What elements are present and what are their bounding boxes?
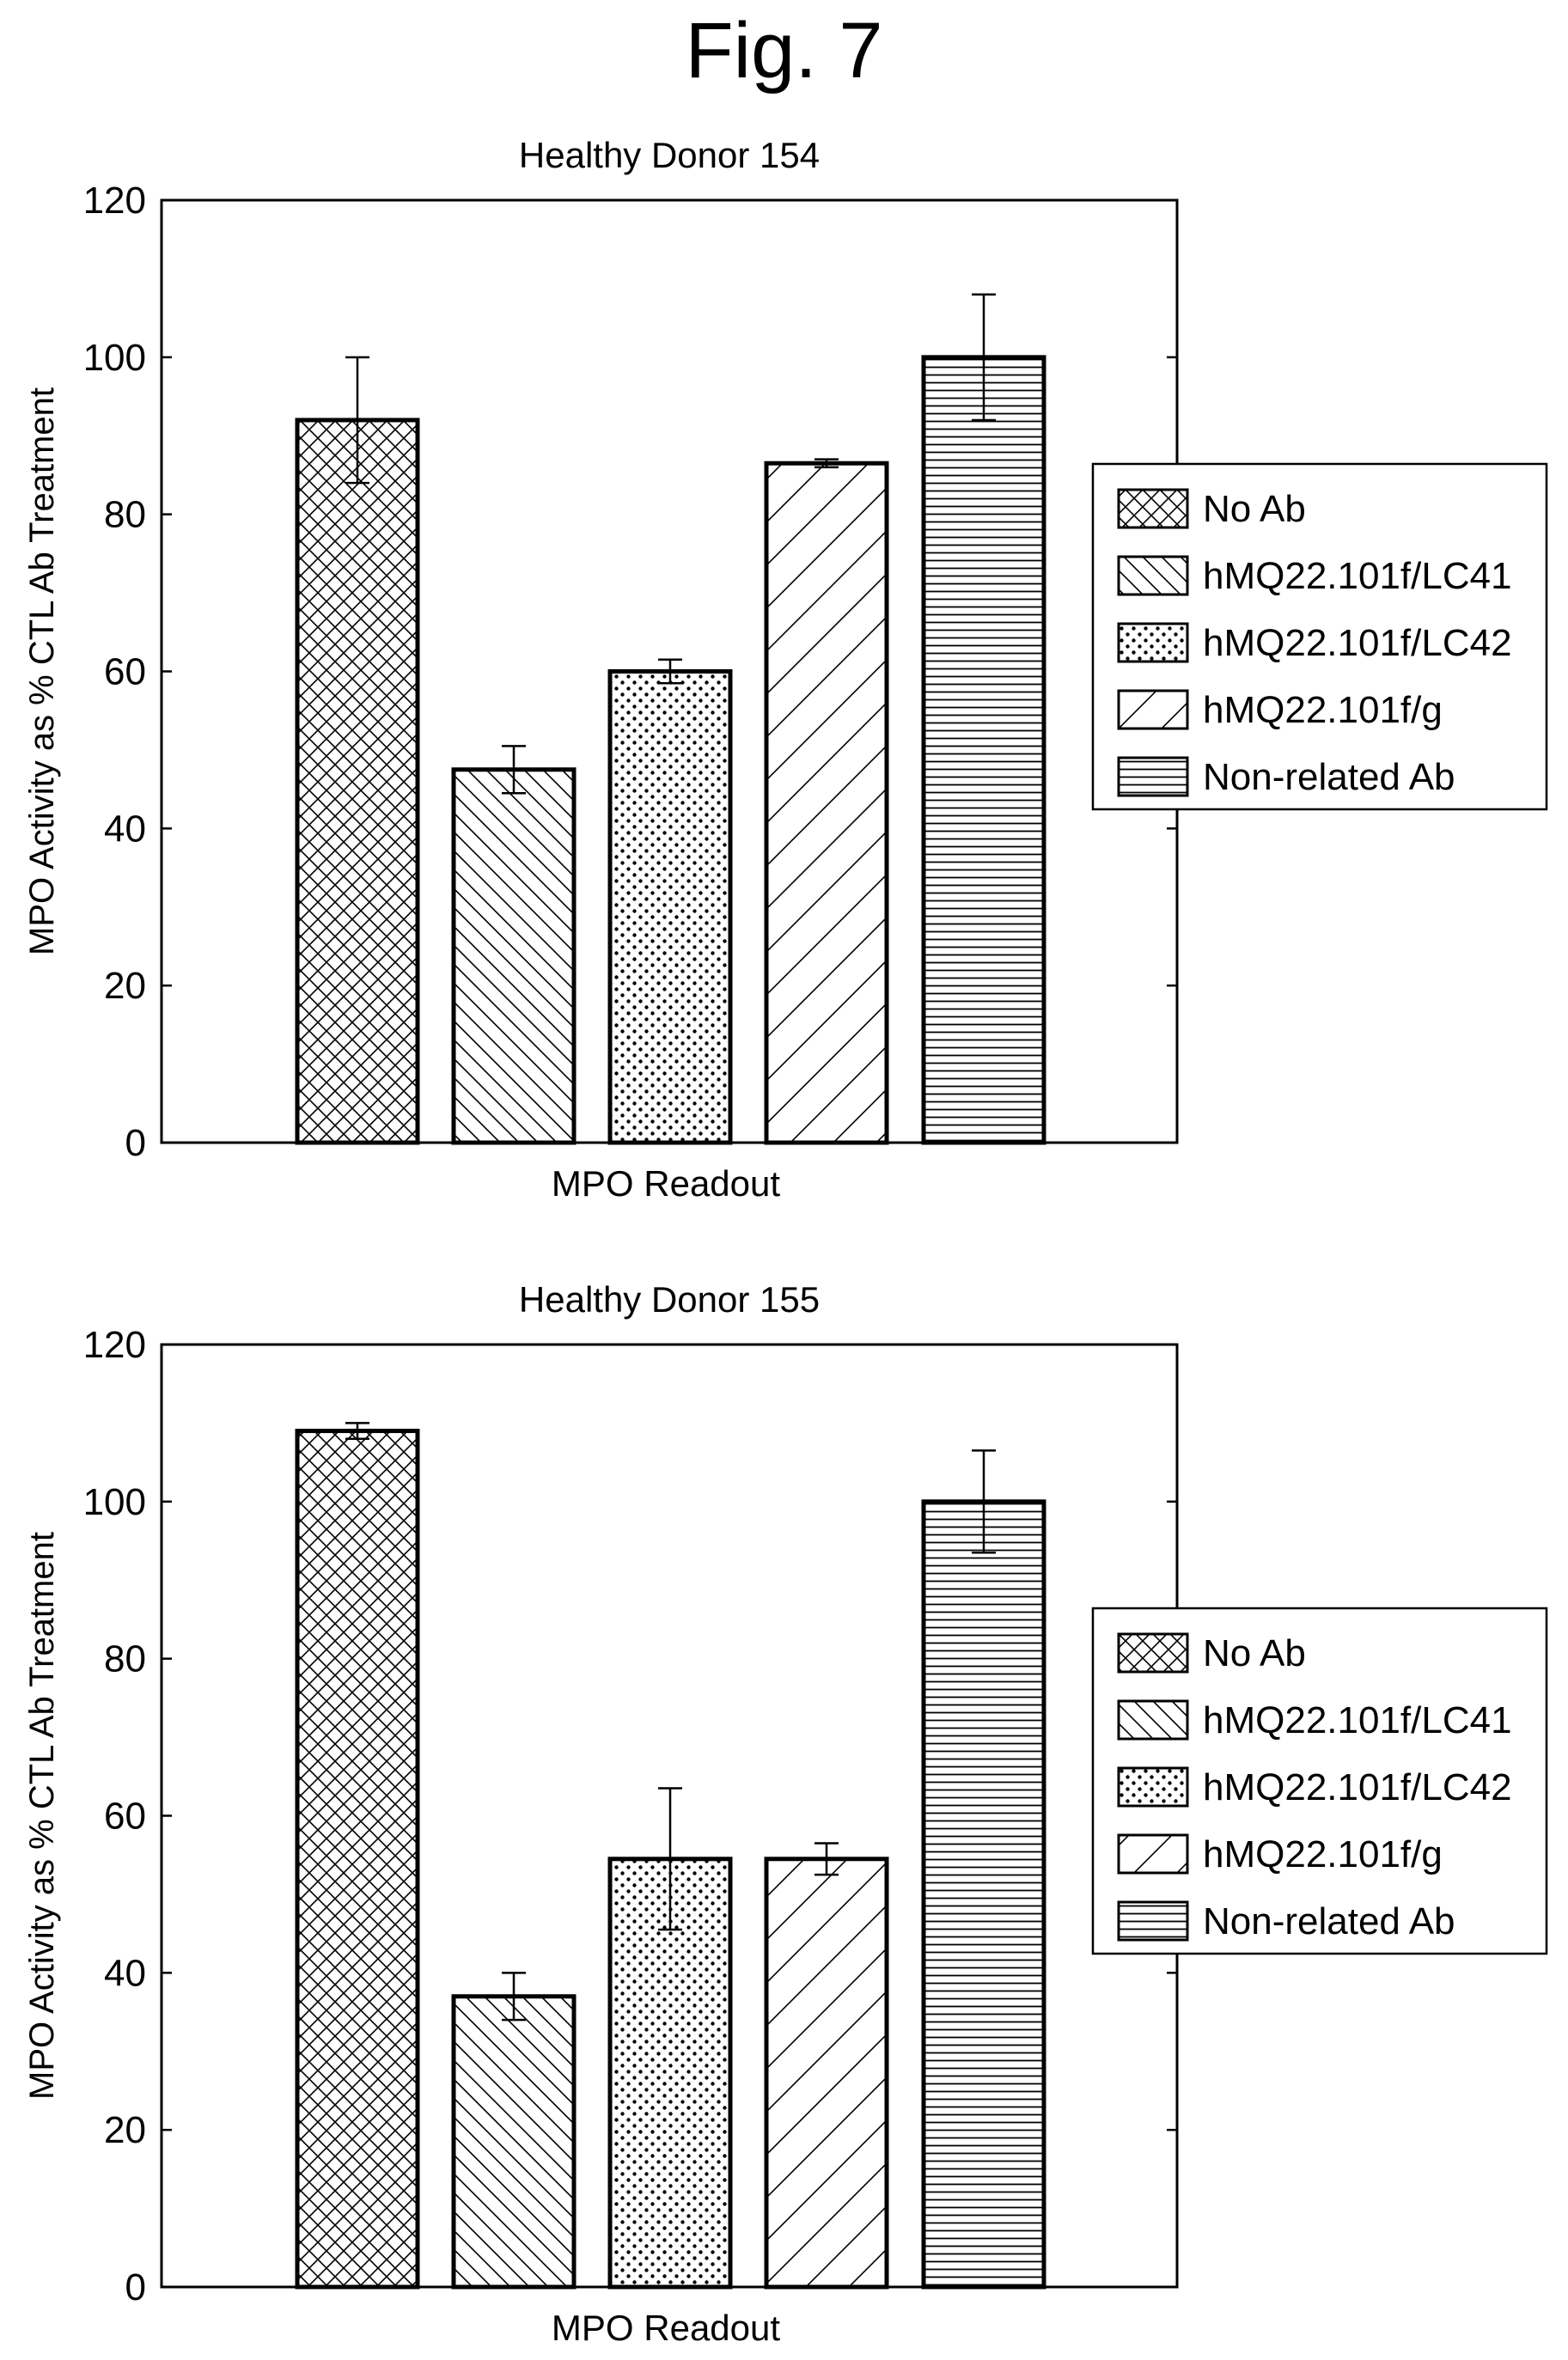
y-tick-label: 20 (104, 965, 146, 1007)
bar-hmq22-101f-lc41 (451, 767, 577, 1145)
legend-swatch-hmq22-101f-lc41 (1117, 555, 1189, 596)
y-tick-label: 0 (125, 2266, 146, 2308)
y-tick-label: 100 (83, 1481, 146, 1523)
y-axis-label: MPO Activity as % CTL Ab Treatment (23, 387, 61, 955)
y-tick-label: 0 (125, 1122, 146, 1164)
legend: No Ab hMQ22.101f/LC41 hMQ22.101f/LC42 hMQ22… (1091, 462, 1548, 811)
bar-non-related-ab (921, 1499, 1046, 2290)
y-axis-label: MPO Activity as % CTL Ab Treatment (23, 1532, 61, 2100)
chart-title: Healthy Donor 154 (519, 135, 820, 175)
legend-label-hmq22-101f-lc42: hMQ22.101f/LC42 (1203, 1766, 1512, 1808)
bar-non-related-ab (921, 355, 1046, 1145)
bar-no-ab (295, 418, 420, 1145)
bar-hmq22-101f-lc42 (607, 669, 733, 1145)
legend: No Ab hMQ22.101f/LC41 hMQ22.101f/LC42 hMQ22… (1091, 1607, 1548, 1955)
legend-label-hmq22-101f-g: hMQ22.101f/g (1203, 689, 1443, 731)
legend-label-hmq22-101f-lc41: hMQ22.101f/LC41 (1203, 1699, 1512, 1741)
legend-swatch-hmq22-101f-g (1117, 1833, 1189, 1875)
legend-label-hmq22-101f-lc42: hMQ22.101f/LC42 (1203, 622, 1512, 664)
legend-swatch-no-ab (1117, 488, 1189, 529)
chart-panel-2: Healthy Donor 155 0 20 40 60 80 100 120 MPO Acti… (23, 1279, 1548, 2348)
y-tick-label: 80 (104, 494, 146, 536)
bar-hmq22-101f-g (764, 1857, 889, 2290)
y-tick-label: 120 (83, 180, 146, 222)
chart-title: Healthy Donor 155 (519, 1279, 820, 1320)
legend-swatch-non-related-ab (1117, 756, 1189, 797)
legend-swatch-hmq22-101f-lc41 (1117, 1699, 1189, 1741)
legend-swatch-hmq22-101f-lc42 (1117, 622, 1189, 663)
legend-swatch-hmq22-101f-lc42 (1117, 1766, 1189, 1808)
y-tick-label: 40 (104, 808, 146, 850)
legend-swatch-no-ab (1117, 1632, 1189, 1674)
figure-title: Fig. 7 (685, 7, 883, 95)
bar-hmq22-101f-lc41 (451, 1994, 577, 2290)
bar-no-ab (295, 1429, 420, 2290)
bar-hmq22-101f-g (764, 460, 889, 1145)
legend-swatch-non-related-ab (1117, 1900, 1189, 1942)
legend-label-non-related-ab: Non-related Ab (1203, 756, 1455, 798)
x-axis-label: MPO Readout (552, 1163, 780, 1204)
legend-label-hmq22-101f-g: hMQ22.101f/g (1203, 1833, 1443, 1875)
y-tick-label: 120 (83, 1324, 146, 1366)
legend-swatch-hmq22-101f-g (1117, 689, 1189, 730)
legend-label-non-related-ab: Non-related Ab (1203, 1900, 1455, 1942)
legend-label-no-ab: No Ab (1203, 1632, 1306, 1674)
legend-label-no-ab: No Ab (1203, 488, 1306, 530)
y-tick-label: 80 (104, 1638, 146, 1680)
y-tick-label: 40 (104, 1952, 146, 1994)
x-axis-label: MPO Readout (552, 2308, 780, 2348)
y-tick-label: 100 (83, 337, 146, 379)
chart-panel-1: Healthy Donor 154 0 20 40 60 80 100 120 MPO Acti… (23, 135, 1548, 1204)
legend-label-hmq22-101f-lc41: hMQ22.101f/LC41 (1203, 555, 1512, 597)
y-tick-label: 60 (104, 1796, 146, 1838)
y-tick-label: 20 (104, 2109, 146, 2151)
chart-panels: Healthy Donor 154 0 20 40 60 80 100 120 MPO Acti… (23, 135, 1548, 2348)
y-tick-label: 60 (104, 651, 146, 693)
